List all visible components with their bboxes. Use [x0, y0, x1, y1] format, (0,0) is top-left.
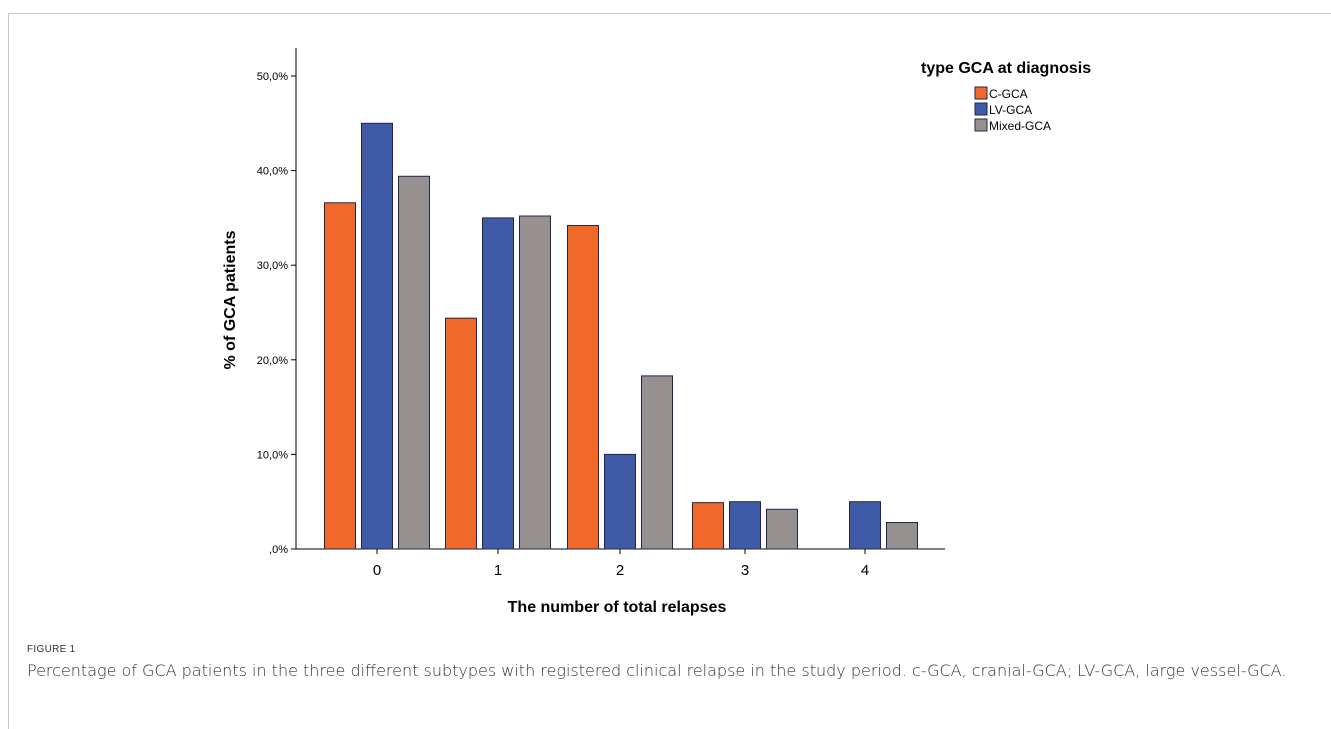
bar-lv-gca-1 — [483, 218, 514, 549]
figure-label: FIGURE 1 — [27, 644, 76, 655]
x-tick-label: 4 — [861, 562, 869, 579]
x-axis-ticks: 0 1 2 3 4 — [373, 549, 869, 579]
bar-lv-gca-2 — [605, 454, 636, 549]
x-tick-label: 0 — [373, 562, 381, 579]
bar-c-gca-2 — [568, 225, 599, 549]
bar-chart: ,0% 10,0% 20,0% 30,0% 40,0% 50,0% 0 1 2 3 4 % of … — [0, 0, 1331, 640]
bar-mixed-gca-0 — [399, 176, 430, 549]
y-tick-label: ,0% — [269, 544, 288, 556]
y-tick-label: 50,0% — [257, 71, 288, 83]
bar-mixed-gca-2 — [642, 376, 673, 549]
y-axis-title: % of GCA patients — [222, 230, 239, 369]
x-tick-label: 2 — [616, 562, 624, 579]
legend-label-c-gca: C-GCA — [989, 87, 1028, 101]
y-tick-label: 10,0% — [257, 449, 288, 461]
bar-c-gca-0 — [325, 203, 356, 549]
y-axis-ticks: ,0% 10,0% 20,0% 30,0% 40,0% 50,0% — [257, 71, 296, 556]
x-tick-label: 1 — [494, 562, 502, 579]
legend-label-mixed-gca: Mixed-GCA — [989, 119, 1051, 133]
legend-title: type GCA at diagnosis — [921, 60, 1091, 77]
y-tick-label: 40,0% — [257, 166, 288, 178]
chart-bars — [325, 123, 918, 549]
legend-swatch-c-gca — [975, 87, 987, 99]
bar-mixed-gca-3 — [767, 509, 798, 549]
chart-legend: type GCA at diagnosis C-GCA LV-GCA Mixed-G… — [921, 60, 1091, 133]
bar-c-gca-1 — [446, 318, 477, 549]
figure-caption: Percentage of GCA patients in the three … — [27, 660, 1297, 682]
bar-lv-gca-3 — [730, 502, 761, 549]
bar-lv-gca-0 — [362, 123, 393, 549]
x-tick-label: 3 — [741, 562, 749, 579]
bar-mixed-gca-4 — [887, 523, 918, 549]
bar-lv-gca-4 — [850, 502, 881, 549]
legend-swatch-mixed-gca — [975, 119, 987, 131]
legend-swatch-lv-gca — [975, 103, 987, 115]
bar-c-gca-3 — [693, 503, 724, 549]
bar-mixed-gca-1 — [520, 216, 551, 549]
y-tick-label: 30,0% — [257, 260, 288, 272]
y-tick-label: 20,0% — [257, 355, 288, 367]
x-axis-title: The number of total relapses — [508, 599, 727, 616]
legend-label-lv-gca: LV-GCA — [989, 103, 1032, 117]
